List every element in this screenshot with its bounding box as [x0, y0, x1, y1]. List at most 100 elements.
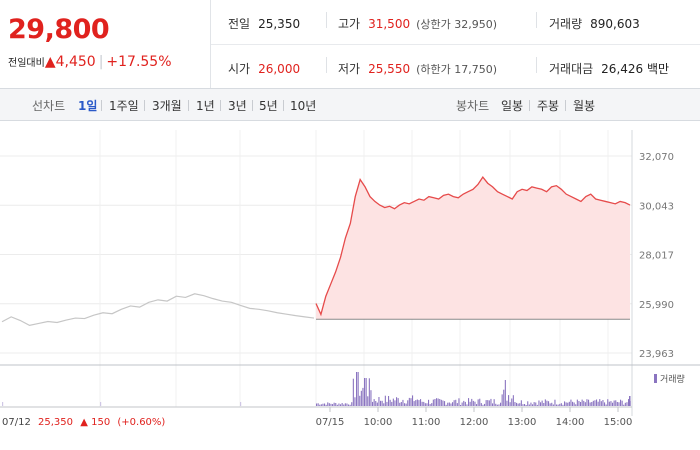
volume-bar	[490, 398, 492, 406]
volume-bar	[477, 399, 479, 406]
stat-unit: 백만	[647, 62, 670, 76]
tab-divider	[101, 100, 102, 111]
volume-bar	[599, 399, 601, 406]
change-divider: |	[98, 54, 104, 70]
volume-bar	[346, 403, 348, 406]
volume-bar	[464, 401, 466, 406]
volume-bar	[540, 402, 542, 406]
tab-1year[interactable]: 1년	[196, 99, 215, 113]
volume-bar	[418, 400, 420, 406]
volume-bar	[442, 400, 444, 406]
volume-bar	[532, 404, 534, 406]
volume-bar	[525, 405, 527, 406]
volume-bar	[421, 401, 423, 406]
volume-bar	[476, 404, 478, 406]
volume-bar	[556, 404, 558, 406]
volume-bar	[368, 378, 370, 406]
volume-bar	[552, 404, 554, 406]
tab-monthly-candle[interactable]: 월봉	[573, 99, 596, 113]
volume-bar	[554, 399, 556, 406]
volume-bar	[330, 403, 332, 406]
volume-bar	[325, 404, 327, 406]
price-change: 전일대비▲4,450 | +17.55%	[8, 54, 172, 70]
stat-label: 전일	[228, 17, 251, 31]
volume-bar	[597, 401, 599, 406]
volume-bar	[349, 404, 351, 406]
volume-bars	[2, 372, 631, 406]
stat-low: 저가 25,550 (하한가 17,750)	[338, 60, 497, 77]
tab-1week[interactable]: 1주일	[109, 99, 139, 113]
volume-bar	[514, 402, 516, 406]
volume-bar	[404, 403, 406, 406]
volume-bar	[629, 396, 631, 406]
volume-bar	[392, 398, 394, 406]
volume-bar	[391, 401, 393, 406]
tab-weekly-candle[interactable]: 주봉	[537, 99, 560, 113]
volume-bar	[506, 400, 508, 406]
volume-bar	[562, 404, 564, 406]
volume-bar	[615, 400, 617, 406]
y-tick-label: 23,963	[639, 349, 674, 360]
volume-bar	[602, 400, 604, 406]
volume-bar	[357, 372, 359, 406]
y-tick-label: 28,017	[639, 251, 674, 262]
volume-bar	[351, 402, 353, 406]
prev-day-close: 25,350	[38, 417, 73, 428]
prev-day-change: 150	[91, 417, 110, 428]
y-tick-label: 30,043	[639, 201, 674, 212]
volume-bar	[543, 403, 545, 406]
volume-bar	[551, 402, 553, 406]
volume-bar	[533, 402, 535, 406]
volume-bar	[378, 397, 380, 406]
volume-bar	[516, 402, 518, 406]
tab-divider	[144, 100, 145, 111]
stat-amount: 거래대금 26,426 백만	[549, 60, 669, 77]
volume-bar	[416, 399, 418, 406]
volume-bar	[319, 404, 321, 406]
volume-bar	[519, 403, 521, 406]
volume-bar	[352, 378, 354, 406]
tab-daily-candle[interactable]: 일봉	[501, 99, 524, 113]
volume-bar	[333, 402, 335, 406]
chart-tab-bar: 선차트 1일 1주일 3개월 1년 3년 5년 10년 봉차트 일봉 주봉 월봉	[0, 89, 700, 121]
change-value: 4,450	[55, 54, 96, 70]
volume-bar	[588, 399, 590, 406]
stat-value: 25,550	[368, 62, 411, 76]
volume-bar	[240, 402, 242, 406]
divider	[326, 57, 327, 73]
stat-open: 시가 26,000	[228, 60, 300, 77]
tab-10year[interactable]: 10년	[290, 99, 317, 113]
volume-bar	[512, 395, 514, 406]
tab-3month[interactable]: 3개월	[152, 99, 182, 113]
volume-bar	[420, 399, 422, 406]
volume-bar	[408, 397, 410, 406]
volume-bar	[544, 399, 546, 406]
tab-5year[interactable]: 5년	[259, 99, 278, 113]
volume-bar	[584, 402, 586, 406]
volume-bar	[424, 403, 426, 406]
volume-bar	[522, 404, 524, 406]
tab-3year[interactable]: 3년	[228, 99, 247, 113]
volume-bar	[413, 401, 415, 406]
volume-bar	[461, 402, 463, 406]
volume-bar	[548, 401, 550, 406]
volume-bar	[468, 398, 470, 406]
volume-bar	[527, 401, 529, 406]
volume-bar	[524, 404, 526, 406]
volume-bar	[423, 401, 425, 406]
volume-bar	[496, 404, 498, 406]
volume-bar	[380, 400, 382, 406]
volume-bar	[399, 402, 401, 406]
volume-bar	[559, 403, 561, 406]
prev-day-line	[1, 293, 315, 327]
volume-bar	[341, 403, 343, 406]
volume-bar	[466, 404, 468, 406]
x-tick-label: 14:00	[556, 417, 585, 428]
tab-divider	[529, 100, 530, 111]
volume-bar	[332, 404, 334, 406]
volume-bar	[415, 400, 417, 406]
volume-bar	[340, 404, 342, 406]
volume-bar	[471, 398, 473, 406]
tab-1day[interactable]: 1일	[78, 99, 98, 113]
stat-sub: (하한가 17,750)	[416, 63, 498, 76]
